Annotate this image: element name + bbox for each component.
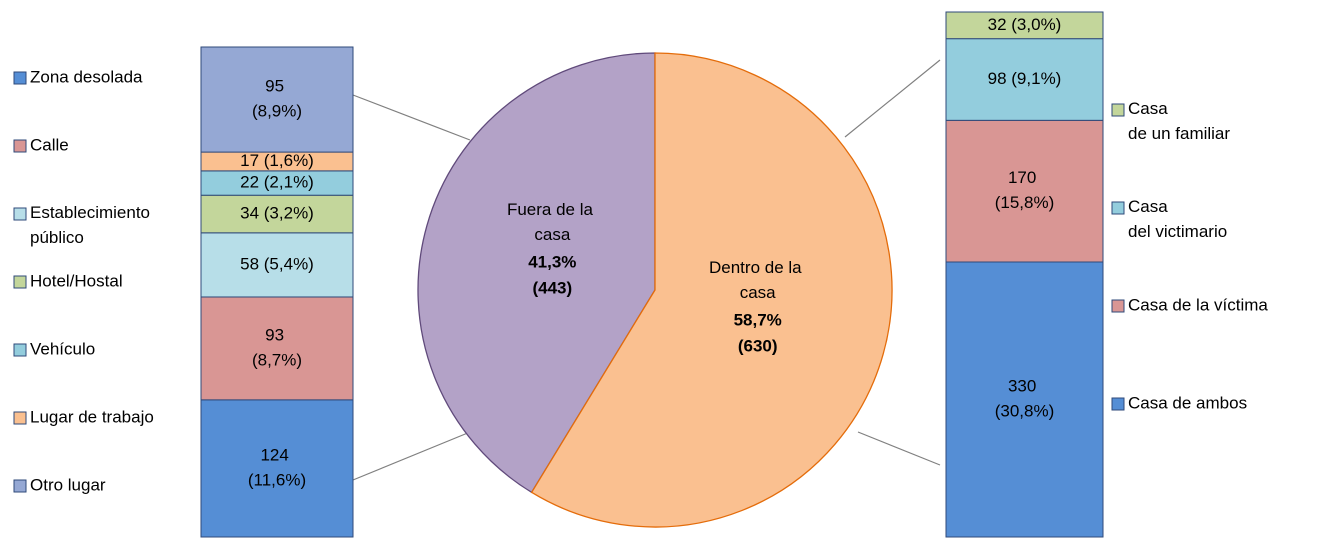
bar-segment (945, 119, 1104, 263)
bar-segment (945, 11, 1104, 40)
bar-value-label: 95 (8,9%) (252, 77, 302, 121)
bar-segment (945, 38, 1104, 121)
legend-label: Casa de un familiar (1128, 99, 1230, 143)
legend-swatch (13, 343, 27, 357)
bar-segment (200, 232, 354, 298)
legend-label: Vehículo (30, 339, 95, 358)
legend-swatch (13, 71, 27, 85)
legend-swatch (1111, 397, 1125, 411)
connector-line (352, 94, 471, 141)
bar-value-label: 22 (2,1%) (240, 173, 314, 192)
bar-segment (200, 194, 354, 234)
bar-value-label: 32 (3,0%) (988, 15, 1062, 34)
bar-segment (200, 170, 354, 196)
bar-segment (200, 399, 354, 538)
bar-value-label: 170 (15,8%) (995, 169, 1055, 213)
bar-segment (200, 296, 354, 401)
connector-line (844, 59, 941, 138)
legend-label: Hotel/Hostal (30, 271, 123, 290)
slice-percent: 41,3% (528, 253, 576, 272)
bar-segment (945, 261, 1104, 538)
legend-label: Zona desolada (30, 67, 143, 86)
slice-count: (443) (532, 279, 572, 298)
legend-swatch (13, 207, 27, 221)
legend-label: Casa de ambos (1128, 393, 1247, 412)
legend-label: Lugar de trabajo (30, 407, 154, 426)
bar-value-label: 58 (5,4%) (240, 254, 314, 273)
connector-line (352, 429, 476, 481)
bar-segment (200, 46, 354, 153)
legend-swatch (1111, 201, 1125, 215)
bar-value-label: 124 (11,6%) (248, 446, 306, 490)
legend-swatch (1111, 103, 1125, 117)
bar-value-label: 330 (30,8%) (995, 377, 1055, 421)
legend-swatch (1111, 299, 1125, 313)
legend-label: Otro lugar (30, 475, 106, 494)
bar-value-label: 93 (8,7%) (252, 326, 302, 370)
legend-label: Establecimiento público (30, 203, 155, 247)
bar-value-label: 34 (3,2%) (240, 204, 314, 223)
pie-slice (530, 52, 893, 528)
bar-value-label: 98 (9,1%) (988, 69, 1062, 88)
legend-label: Casa de la víctima (1128, 295, 1268, 314)
slice-label: Fuera de la casa (507, 201, 598, 245)
legend-swatch (13, 139, 27, 153)
connector-line (857, 431, 941, 466)
legend-swatch (13, 411, 27, 425)
slice-label: Dentro de la casa (709, 258, 806, 302)
legend-swatch (13, 479, 27, 493)
legend-label: Casa del victimario (1128, 197, 1227, 241)
legend-label: Calle (30, 135, 69, 154)
slice-percent: 58,7% (734, 310, 782, 329)
slice-count: (630) (738, 336, 778, 355)
bar-value-label: 17 (1,6%) (240, 151, 314, 170)
legend-swatch (13, 275, 27, 289)
pie-slice (417, 52, 656, 494)
